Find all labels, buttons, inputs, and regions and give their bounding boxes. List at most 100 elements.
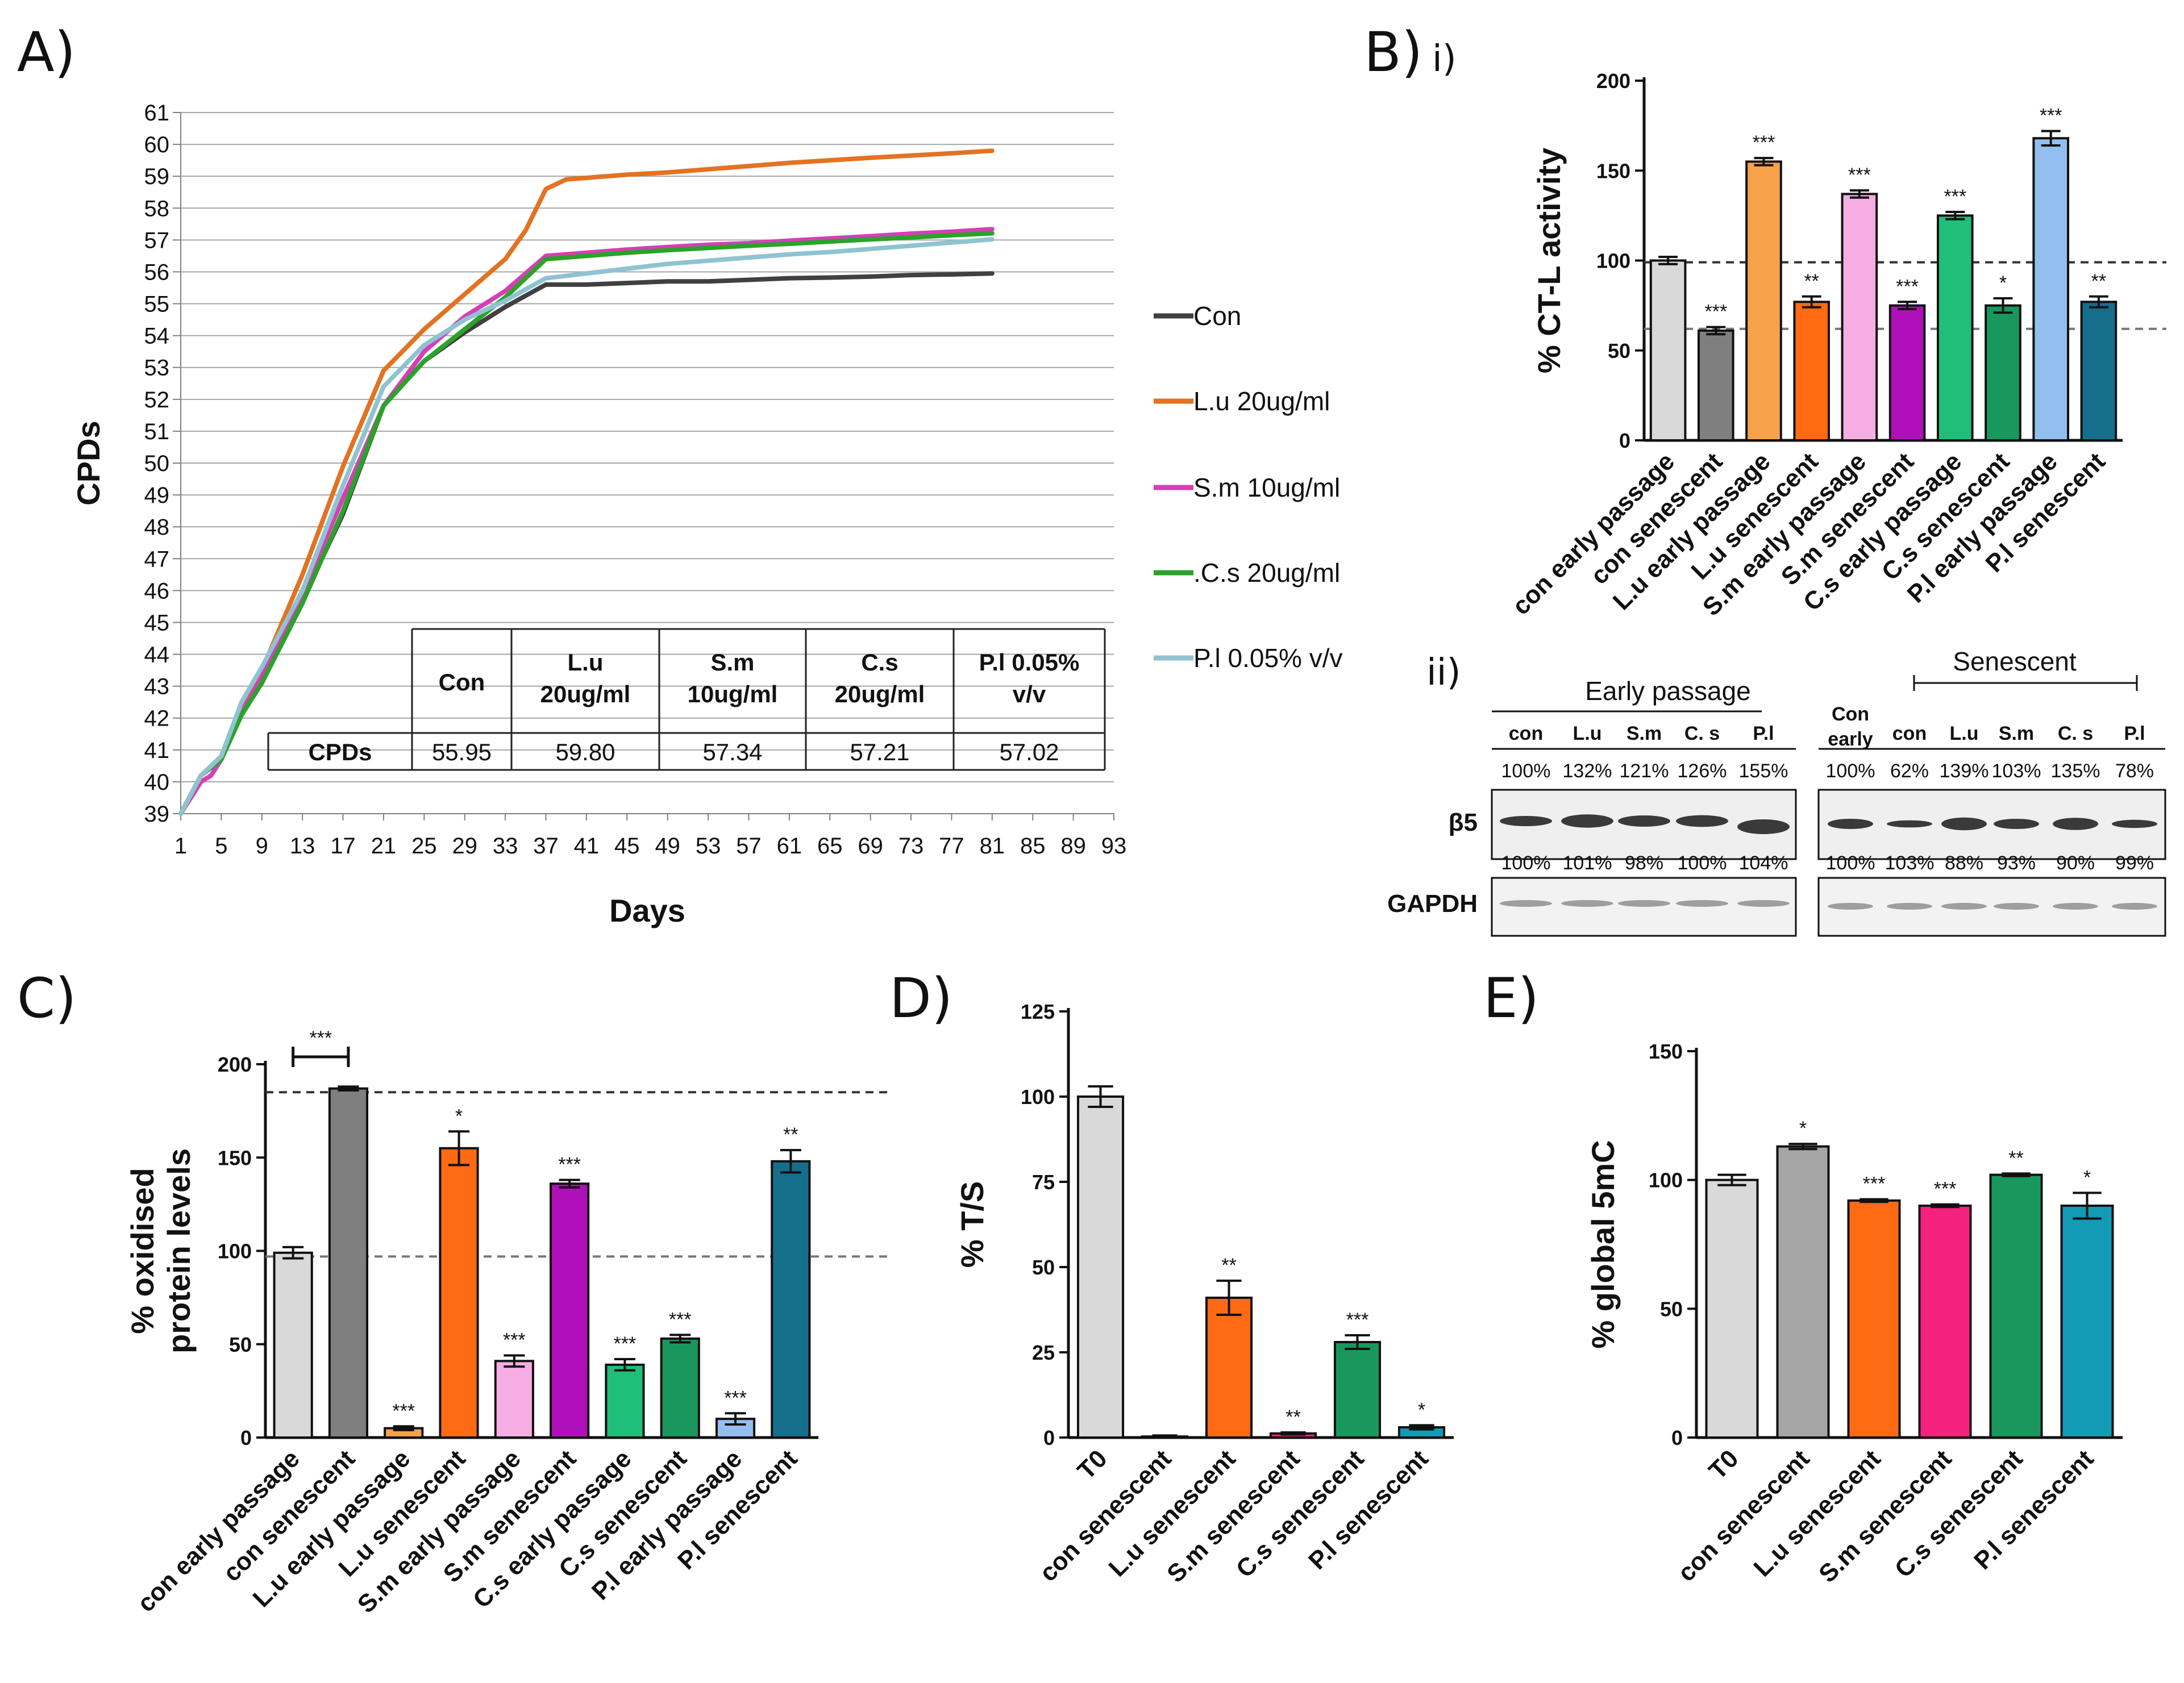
- x-tick-label: 45: [614, 834, 640, 859]
- blot-lane-label: S.m: [1999, 723, 2034, 744]
- bar: [550, 1182, 590, 1439]
- x-tick-label: 41: [574, 834, 600, 859]
- significance-label: ***: [1704, 301, 1727, 323]
- series-line-sm: [178, 227, 995, 816]
- x-tick-label: 13: [290, 834, 315, 859]
- y-tick-label: 39: [144, 802, 170, 827]
- y-tick-label: 200: [1596, 69, 1630, 93]
- x-tick-label: 85: [1020, 834, 1046, 859]
- y-tick-label: 100: [218, 1240, 252, 1263]
- bar: [660, 1337, 700, 1439]
- blot-lane-label: L.u: [1573, 723, 1602, 744]
- significance-label: *: [2083, 1167, 2091, 1188]
- significance-label: ***: [1896, 276, 1919, 297]
- table-row-header: CPDs: [308, 739, 372, 765]
- blot-percent: 93%: [1997, 852, 2036, 874]
- significance-label: ***: [614, 1333, 637, 1355]
- significance-label: ***: [1346, 1309, 1369, 1331]
- y-axis-label: % T/S: [954, 1181, 990, 1268]
- bar: [1888, 304, 1926, 441]
- bar: [2032, 137, 2070, 441]
- blot-percent: 135%: [2051, 760, 2100, 782]
- table-column-header: S.m 10ug/ml: [688, 649, 778, 707]
- blot-band: [1500, 900, 1552, 907]
- y-axis-label: % oxidisedprotein levels: [124, 1148, 197, 1353]
- legend-label: S.m 10ug/ml: [1193, 473, 1340, 502]
- panel-letter-b: B): [1364, 20, 1422, 84]
- blot-header-senescent: Senescent: [1953, 647, 2077, 676]
- legend-label: P.l 0.05% v/v: [1193, 643, 1343, 673]
- y-tick-label: 52: [144, 388, 170, 413]
- bar: [1076, 1095, 1125, 1439]
- y-axis-label: CPDs: [70, 420, 106, 505]
- blot-band: [1994, 903, 2039, 910]
- bar: [771, 1160, 811, 1439]
- x-tick-label: con senescent: [1673, 1444, 1815, 1587]
- y-tick-label: 44: [144, 643, 170, 668]
- y-tick-label: 100: [1596, 249, 1630, 273]
- significance-label: ***: [309, 1027, 332, 1049]
- y-tick-label: 200: [218, 1053, 252, 1076]
- blot-lane-label: con: [1509, 723, 1543, 744]
- blot-percent: 62%: [1890, 760, 1929, 782]
- chart-a-table: Con L.u 20ug/ml S.m 10ug/ml C.s 20ug/ml P.l 0.0…: [267, 628, 1106, 771]
- x-tick-label: T0: [1072, 1444, 1113, 1485]
- significance-label: **: [2091, 270, 2106, 292]
- blot-band: [2053, 903, 2098, 910]
- y-tick-label: 150: [218, 1146, 252, 1169]
- y-tick-label: 150: [1649, 1040, 1683, 1063]
- chart-a: 3940414243444546474849505152535455565758…: [70, 101, 1126, 928]
- y-tick-label: 51: [144, 419, 170, 444]
- bar: [1705, 1178, 1759, 1439]
- blot-band: [1828, 819, 1873, 829]
- x-tick-label: 17: [330, 834, 356, 859]
- y-tick-label: 43: [144, 674, 170, 699]
- x-tick-label: 65: [817, 834, 843, 859]
- blot-band: [1561, 814, 1613, 828]
- significance-label: *: [1418, 1399, 1425, 1420]
- legend-label: Con: [1193, 301, 1241, 331]
- bar: [439, 1147, 479, 1439]
- blot-band: [1618, 900, 1670, 907]
- y-tick-label: 50: [1608, 339, 1630, 363]
- legend-label: L.u 20ug/ml: [1193, 386, 1330, 416]
- significance-label: ***: [392, 1400, 415, 1422]
- y-tick-label: 0: [240, 1426, 252, 1449]
- y-tick-label: 100: [1021, 1085, 1055, 1109]
- x-tick-label: 5: [215, 834, 227, 859]
- table-column-header: P.l 0.05% v/v: [979, 649, 1080, 707]
- blot-percent: 132%: [1563, 760, 1612, 782]
- blot-percent: 100%: [1826, 760, 1875, 782]
- x-tick-label: 1: [174, 834, 187, 859]
- bar: [1841, 193, 1878, 441]
- blot-percent: 121%: [1620, 760, 1669, 782]
- legend-label: .C.s 20ug/ml: [1193, 558, 1340, 588]
- bar: [1989, 1173, 2043, 1439]
- panel-letter-e: E): [1483, 967, 1539, 1030]
- x-tick-label: 25: [411, 834, 437, 859]
- y-tick-label: 59: [144, 164, 170, 189]
- blot-band: [1941, 903, 1987, 910]
- x-tick-label: 37: [533, 834, 559, 859]
- blot-percent: 88%: [1945, 852, 1983, 874]
- bar: [2080, 301, 2118, 441]
- x-tick-label: 53: [696, 834, 721, 859]
- table-cell: 55.95: [432, 739, 492, 765]
- blot-membrane-beta5-senescent: [1817, 789, 2166, 860]
- blot-row-label-gapdh: GAPDH: [1387, 890, 1478, 918]
- significance-label: ***: [1944, 186, 1966, 207]
- y-tick-label: 25: [1032, 1341, 1055, 1364]
- x-tick-label: 57: [736, 834, 762, 859]
- y-axis-label: % CT-L activity: [1531, 148, 1567, 373]
- x-tick-label: 33: [493, 834, 518, 859]
- y-tick-label: 49: [144, 483, 170, 508]
- significance-label: **: [1804, 270, 1819, 292]
- bar: [1649, 259, 1687, 441]
- y-tick-label: 50: [1032, 1256, 1055, 1279]
- blot-percent: 78%: [2115, 760, 2154, 782]
- blot-lane-label: Con early: [1828, 703, 1873, 750]
- x-tick-label: C.s senescent: [1890, 1444, 2028, 1583]
